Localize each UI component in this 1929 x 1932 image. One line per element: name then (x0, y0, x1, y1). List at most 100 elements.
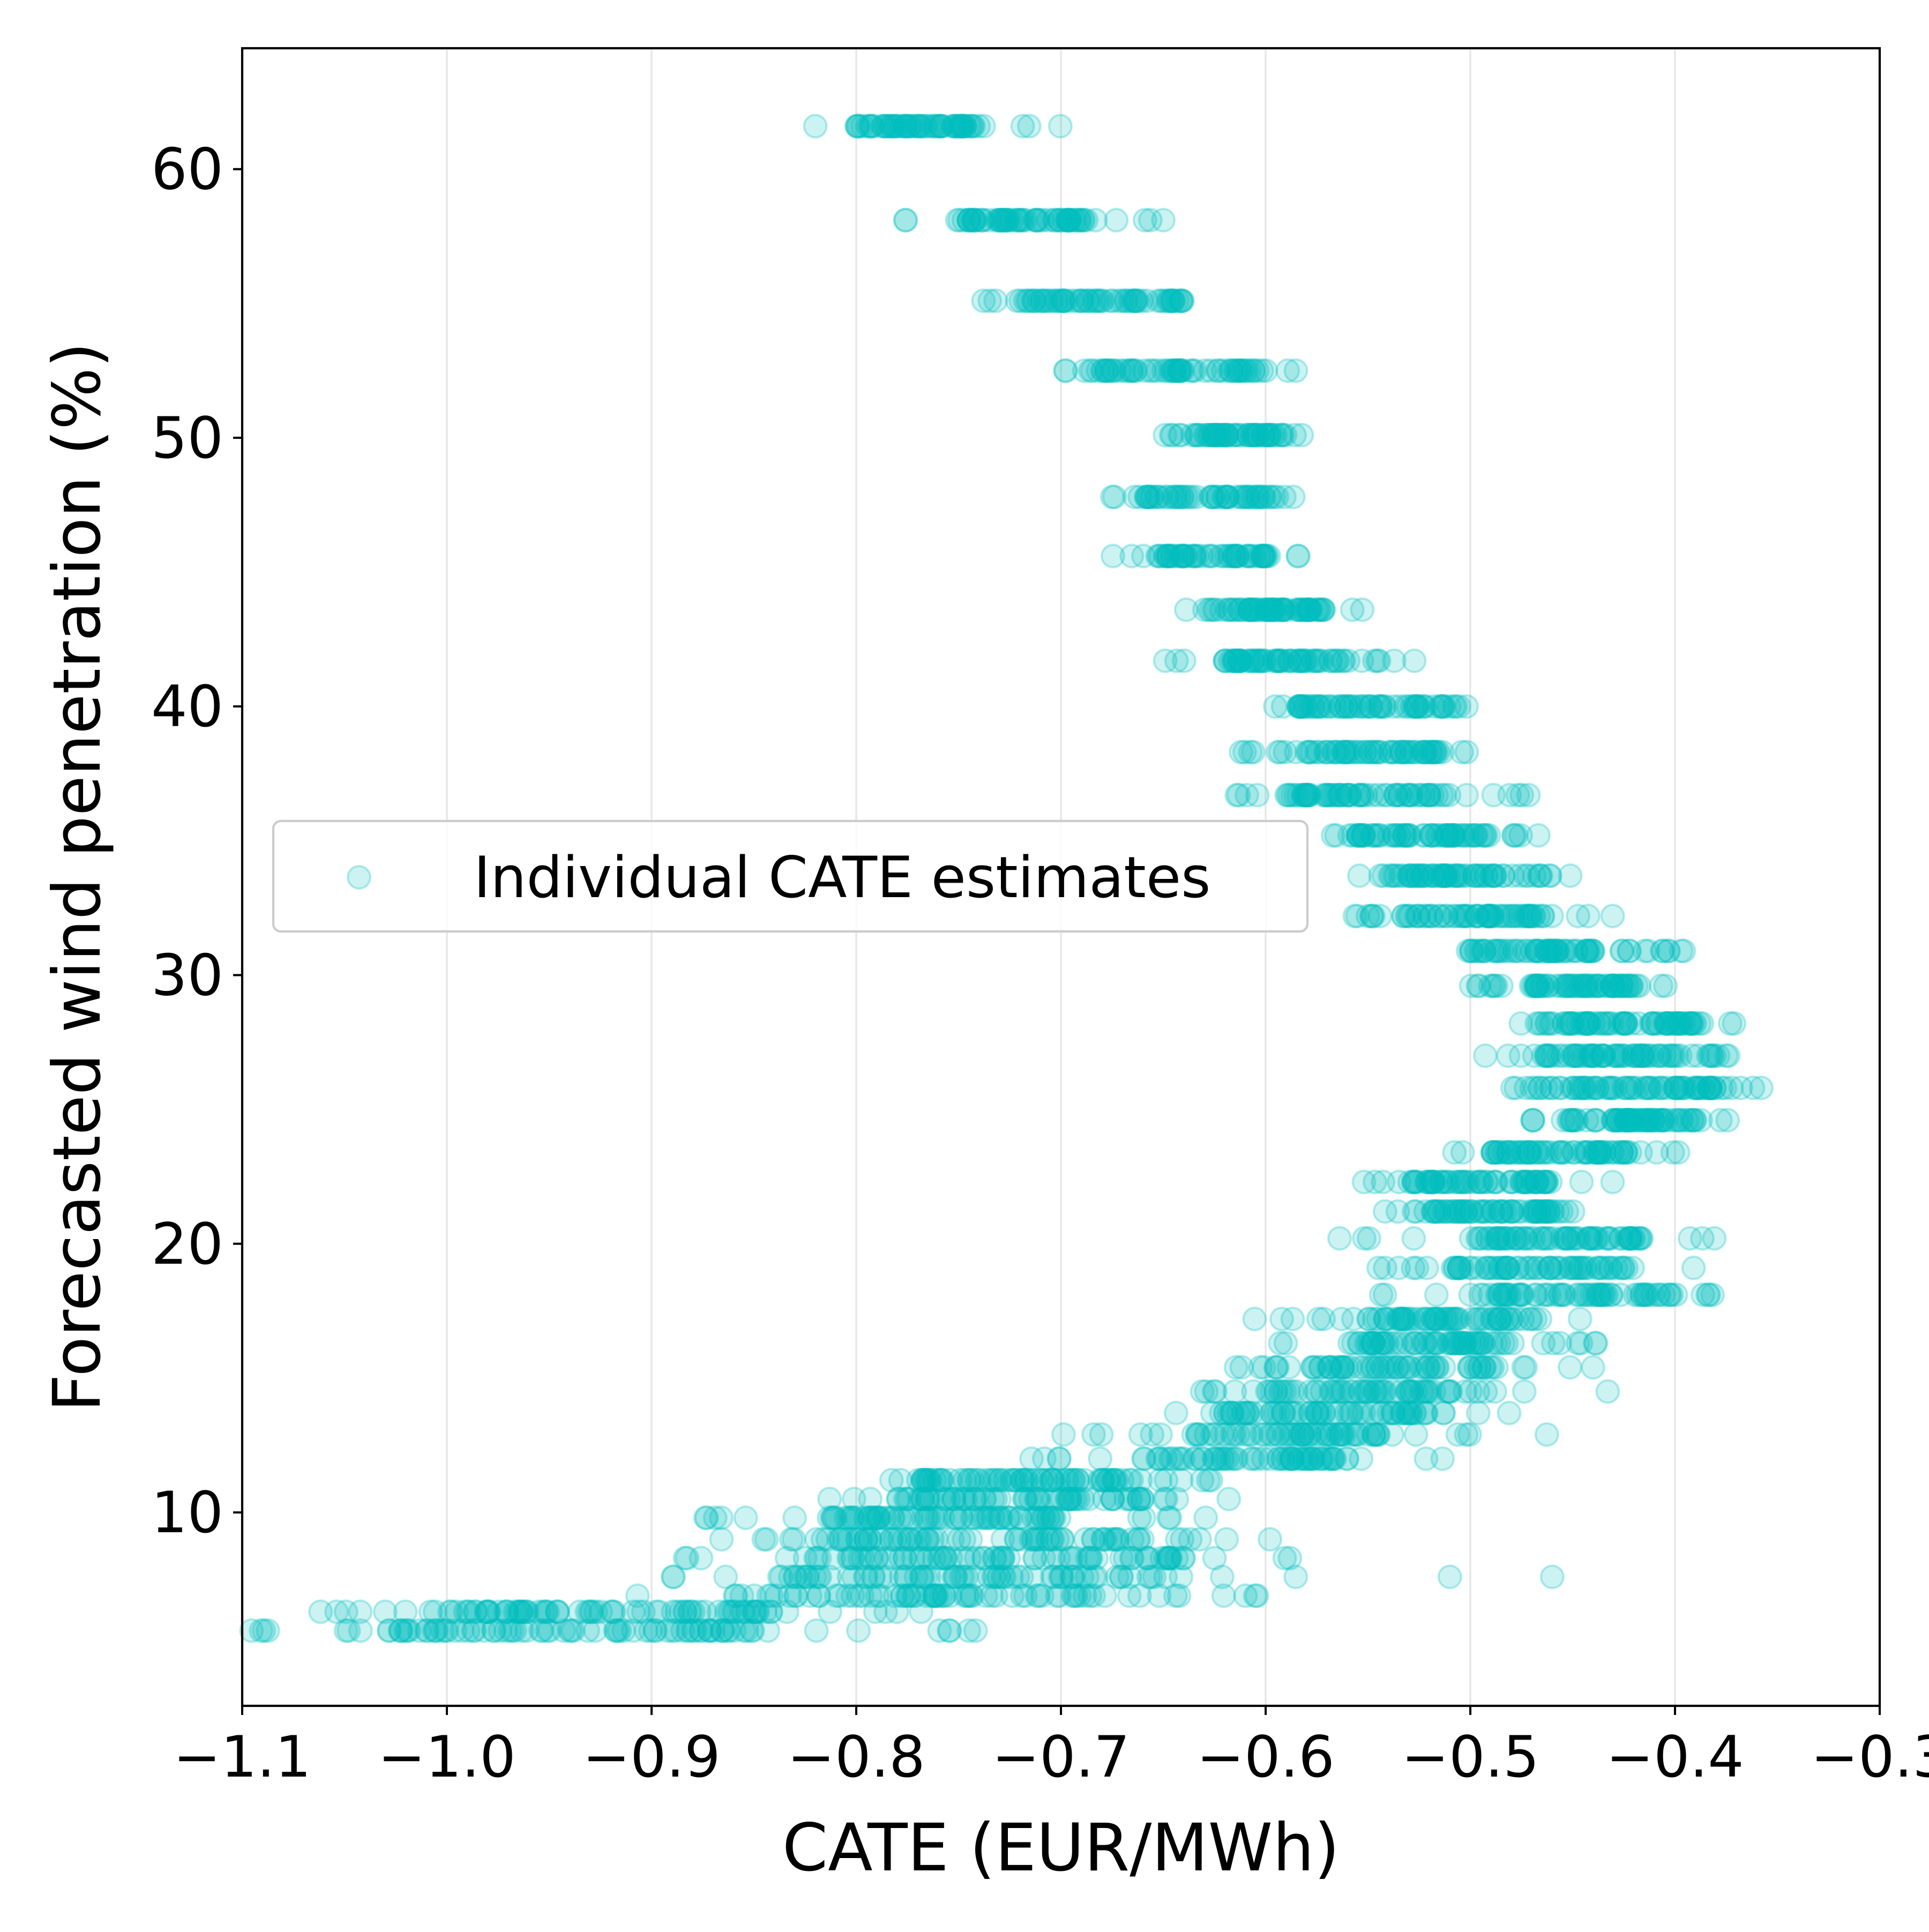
x-tick-label: −1.1 (173, 1724, 311, 1790)
scatter-point (996, 207, 1021, 233)
scatter-point (1184, 422, 1209, 447)
scatter-point (1173, 543, 1198, 569)
scatter-point (1254, 422, 1280, 447)
scatter-point (1235, 543, 1260, 569)
scatter-point (1477, 904, 1502, 929)
scatter-point (1061, 207, 1086, 233)
scatter-point (1168, 288, 1193, 314)
scatter-point (893, 114, 918, 139)
scatter-point (1479, 1331, 1504, 1356)
scatter-point (1104, 207, 1129, 233)
scatter-point (1222, 358, 1247, 383)
scatter-point (1442, 1140, 1467, 1165)
scatter-point (1453, 1169, 1478, 1195)
scatter-point (1138, 358, 1163, 383)
scatter-point (1122, 358, 1147, 383)
scatter-point (1182, 358, 1207, 383)
scatter-point (1265, 484, 1290, 510)
scatter-point (1016, 114, 1042, 139)
scatter-point (1167, 484, 1192, 510)
scatter-point (1286, 543, 1311, 569)
scatter-point (1201, 422, 1226, 447)
scatter-point (660, 1618, 685, 1643)
scatter-point (1145, 543, 1170, 569)
scatter-point (999, 207, 1025, 233)
scatter-point (1091, 1487, 1117, 1511)
scatter-point (1427, 904, 1452, 929)
scatter-point (1088, 1446, 1113, 1471)
scatter-point (1207, 422, 1232, 447)
scatter-point (1119, 543, 1145, 569)
scatter-point (924, 114, 949, 139)
scatter-point (1257, 543, 1281, 569)
scatter-point (1299, 1446, 1325, 1471)
scatter-point (1161, 288, 1186, 314)
scatter-point (1221, 543, 1246, 569)
scatter-point (1719, 1076, 1744, 1100)
scatter-point (1023, 207, 1048, 233)
scatter-point (1217, 543, 1243, 569)
scatter-point (1605, 1043, 1630, 1068)
scatter-point (956, 1618, 982, 1643)
scatter-point (1258, 484, 1283, 510)
scatter-point (1198, 484, 1223, 510)
scatter-point (1272, 484, 1297, 510)
scatter-point (1366, 823, 1392, 848)
scatter-point (1227, 358, 1252, 383)
scatter-point (1559, 1011, 1584, 1036)
scatter-point (971, 288, 996, 314)
scatter-point (535, 1618, 560, 1643)
scatter-point (1229, 1355, 1254, 1380)
scatter-point (1371, 1169, 1396, 1195)
scatter-point (1151, 207, 1176, 233)
scatter-point (1426, 740, 1451, 765)
scatter-point (1225, 422, 1250, 447)
scatter-point (1166, 484, 1191, 510)
scatter-point (1004, 207, 1029, 233)
scatter-point (1528, 863, 1553, 888)
scatter-point (1653, 973, 1678, 998)
scatter-point (1569, 1169, 1594, 1195)
scatter-point (1215, 597, 1240, 622)
scatter-point (1057, 207, 1082, 233)
scatter-point (1559, 1076, 1584, 1100)
scatter-point (941, 114, 966, 139)
scatter-point (901, 114, 926, 139)
legend[interactable]: Individual CATE estimates (272, 819, 1309, 933)
scatter-point (1591, 1282, 1616, 1307)
scatter-point (977, 207, 1002, 233)
scatter-point (1164, 543, 1188, 569)
scatter-point (896, 114, 922, 139)
scatter-point (1140, 484, 1165, 510)
scatter-point (1415, 1379, 1440, 1404)
scatter-point (1414, 1255, 1439, 1280)
scatter-point (1184, 484, 1209, 510)
scatter-point (1483, 973, 1508, 998)
scatter-point (481, 1618, 506, 1643)
scatter-point (1241, 358, 1266, 383)
scatter-point (1068, 288, 1093, 314)
scatter-point (1626, 1011, 1651, 1036)
scatter-point (1340, 597, 1365, 622)
scatter-point (1372, 782, 1397, 808)
scatter-point (1066, 207, 1091, 233)
scatter-point (1306, 1400, 1331, 1426)
scatter-point (1199, 484, 1224, 510)
scatter-point (1136, 484, 1161, 510)
scatter-point (1689, 1011, 1715, 1036)
scatter-point (1669, 1076, 1693, 1100)
scatter-point (1211, 1583, 1236, 1608)
scatter-point (1013, 207, 1038, 233)
scatter-point (1167, 422, 1192, 447)
scatter-point (872, 114, 898, 139)
scatter-point (1618, 1108, 1643, 1133)
scatter-point (1211, 484, 1236, 510)
scatter-point (1201, 484, 1227, 510)
scatter-point (1224, 543, 1250, 569)
scatter-point (818, 1599, 842, 1624)
scatter-point (883, 114, 908, 139)
scatter-point (1206, 358, 1231, 383)
scatter-point (1242, 484, 1267, 510)
scatter-point (1273, 740, 1298, 765)
